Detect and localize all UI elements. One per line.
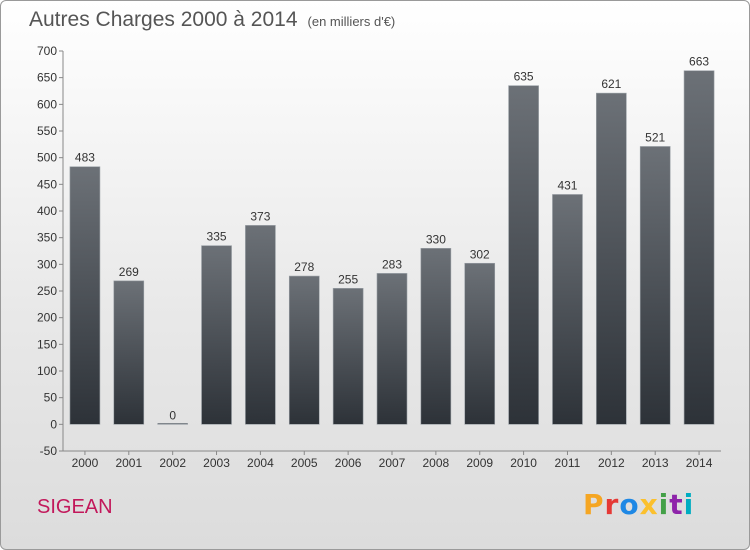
- value-label-2006: 255: [338, 272, 358, 286]
- bar-2007: [376, 273, 408, 425]
- x-tick-label-2013: 2013: [642, 456, 669, 470]
- value-labels: 483 269 0 335 373 278 255 283 330 302 635 431 621 521…: [75, 55, 709, 423]
- logo-letter: x: [639, 488, 659, 521]
- bar-2003: [201, 245, 232, 425]
- x-tick-label-2001: 2001: [115, 456, 142, 470]
- value-label-2010: 635: [514, 70, 534, 84]
- bar-2014: [683, 70, 715, 425]
- x-tick-label-2007: 2007: [379, 456, 406, 470]
- value-label-2008: 330: [426, 232, 446, 246]
- value-label-2007: 283: [382, 257, 402, 271]
- y-tick-label: 500: [37, 151, 57, 165]
- logo-letter: t: [669, 488, 684, 521]
- chart-unit: (en milliers d'€): [307, 14, 396, 29]
- x-tick-label-2003: 2003: [203, 456, 230, 470]
- x-tick-label-2006: 2006: [335, 456, 362, 470]
- commune-name: SIGEAN: [37, 496, 113, 518]
- value-label-2011: 431: [557, 178, 577, 192]
- x-tick-label-2008: 2008: [423, 456, 450, 470]
- value-label-2000: 483: [75, 151, 95, 165]
- axes: -50 0 50 100 150 200 250 300 350 400 450 500 550 600 6…: [37, 44, 721, 470]
- x-tick-label-2012: 2012: [598, 456, 625, 470]
- x-tick-label-2011: 2011: [555, 456, 581, 470]
- value-label-2003: 335: [207, 230, 227, 244]
- x-tick-label-2005: 2005: [291, 456, 318, 470]
- value-label-2012: 621: [601, 77, 621, 91]
- x-tick-label-2009: 2009: [466, 456, 493, 470]
- y-tick-label: 250: [37, 284, 57, 298]
- bar-2004: [245, 225, 276, 425]
- value-label-2014: 663: [689, 55, 709, 69]
- bar-2005: [288, 275, 320, 425]
- y-tick-label: 400: [37, 204, 57, 218]
- y-tick-label: 300: [37, 257, 57, 271]
- bar-2011: [552, 194, 583, 425]
- y-tick-label: -50: [40, 444, 58, 458]
- x-tick-label-2014: 2014: [686, 456, 713, 470]
- bar-2010: [508, 85, 539, 425]
- chart-title-text: Autres Charges 2000 à 2014: [29, 8, 298, 31]
- chart-title: Autres Charges 2000 à 2014 (en milliers d…: [29, 8, 395, 32]
- proxiti-logo: Proxiti: [583, 488, 694, 521]
- value-label-2005: 278: [294, 260, 314, 274]
- y-tick-label: 600: [37, 97, 57, 111]
- bar-2006: [332, 288, 364, 425]
- bar-2002: [157, 423, 188, 425]
- y-tick-label: 50: [44, 391, 58, 405]
- y-tick-label: 0: [50, 417, 57, 431]
- bar-2012: [596, 92, 627, 425]
- bars: [69, 70, 715, 425]
- x-tick-label-2002: 2002: [159, 456, 186, 470]
- value-label-2004: 373: [250, 209, 270, 223]
- y-tick-label: 150: [37, 337, 57, 351]
- bar-2009: [464, 262, 496, 425]
- bar-2000: [69, 166, 101, 425]
- y-tick-label: 550: [37, 124, 57, 138]
- logo-letter: r: [604, 488, 620, 521]
- value-label-2001: 269: [119, 265, 139, 279]
- y-tick-label: 350: [37, 231, 57, 245]
- value-label-2002: 0: [169, 408, 176, 422]
- y-tick-label: 650: [37, 71, 57, 85]
- x-tick-label-2004: 2004: [247, 456, 274, 470]
- x-tick-label-2000: 2000: [72, 456, 99, 470]
- logo-letter: i: [658, 488, 670, 521]
- logo-letter: i: [683, 488, 695, 521]
- logo-letter: o: [619, 488, 640, 521]
- y-tick-label: 100: [37, 364, 57, 378]
- bar-2001: [113, 280, 145, 425]
- value-label-2013: 521: [645, 130, 665, 144]
- x-tick-label-2010: 2010: [510, 456, 537, 470]
- bar-2013: [639, 146, 671, 425]
- bar-2008: [420, 248, 452, 425]
- y-tick-label: 450: [37, 177, 57, 191]
- value-label-2009: 302: [470, 247, 490, 261]
- y-tick-label: 700: [37, 44, 57, 58]
- logo-letter: P: [583, 488, 605, 521]
- y-tick-label: 200: [37, 311, 57, 325]
